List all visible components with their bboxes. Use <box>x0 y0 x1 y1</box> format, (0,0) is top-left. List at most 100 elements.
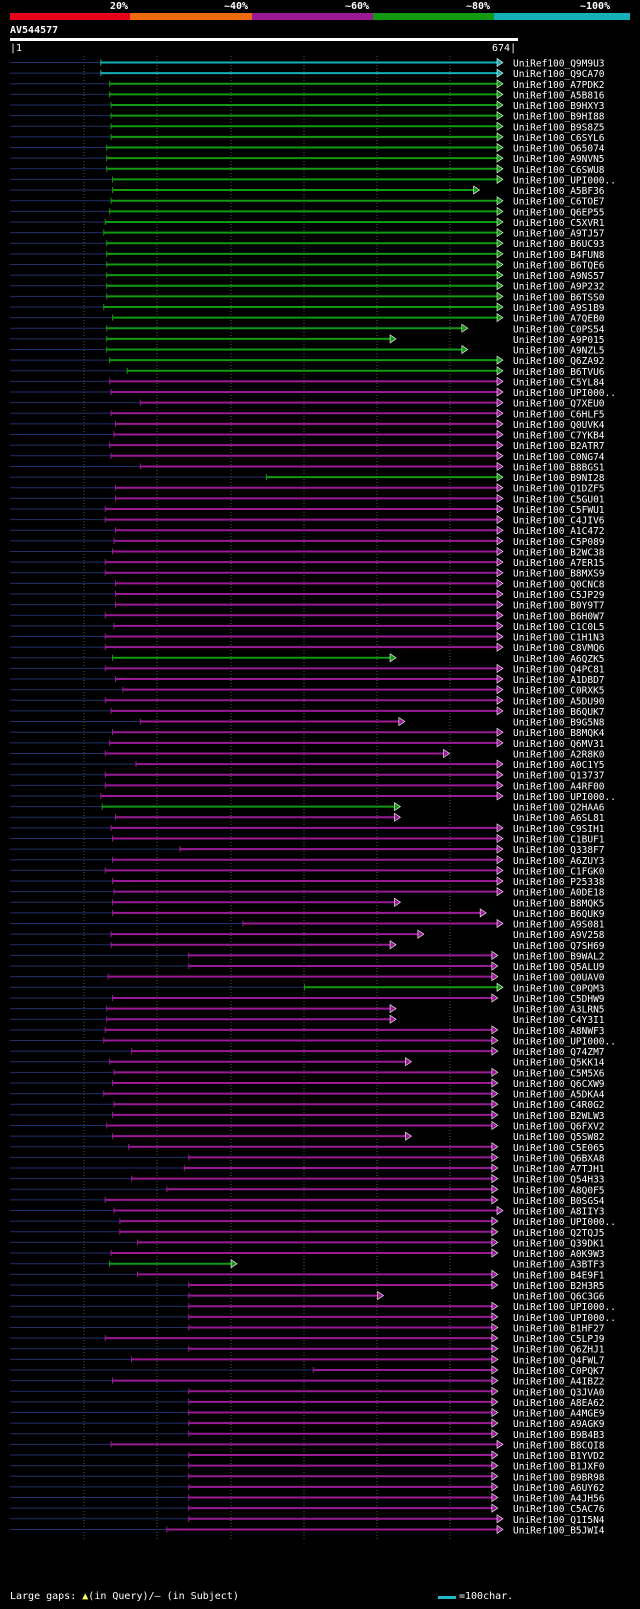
hit-row[interactable]: UniRef100_A5DKA4 <box>10 1089 605 1101</box>
hit-label[interactable]: UniRef100_Q39DK1 <box>513 1238 605 1249</box>
hit-label[interactable]: UniRef100_C6TOE7 <box>513 197 605 208</box>
hit-label[interactable]: UniRef100_C0PQM3 <box>513 983 605 994</box>
hit-label[interactable]: UniRef100_B1JXF0 <box>513 1462 605 1473</box>
hit-row[interactable]: UniRef100_B2ATR7 <box>10 440 605 452</box>
hit-row[interactable]: UniRef100_C5JP29 <box>10 589 605 601</box>
hit-row[interactable]: UniRef100_A9V258 <box>10 929 605 941</box>
hit-row[interactable]: UniRef100_A2R8K0 <box>10 748 605 760</box>
hit-row[interactable]: UniRef100_Q54H33 <box>10 1174 605 1186</box>
hit-label[interactable]: UniRef100_A4RF00 <box>513 781 605 792</box>
hit-label[interactable]: UniRef100_A2R8K0 <box>513 749 605 760</box>
hit-label[interactable]: UniRef100_C5LPJ9 <box>513 1334 605 1345</box>
hit-label[interactable]: UniRef100_A4JH56 <box>513 1494 605 1505</box>
hit-label[interactable]: UniRef100_UPI000.. <box>513 1302 616 1313</box>
hit-label[interactable]: UniRef100_C5YL84 <box>513 377 605 388</box>
hit-label[interactable]: UniRef100_B8CQI8 <box>513 1440 605 1451</box>
hit-label[interactable]: UniRef100_Q0CNC8 <box>513 579 605 590</box>
hit-row[interactable]: UniRef100_B9WAL2 <box>10 950 605 962</box>
hit-row[interactable]: UniRef100_B9HI88 <box>10 111 605 123</box>
hit-label[interactable]: UniRef100_C1FGK0 <box>513 866 605 877</box>
hit-label[interactable]: UniRef100_Q5ALU9 <box>513 962 605 973</box>
hit-row[interactable]: UniRef100_B2WLW3 <box>10 1110 605 1122</box>
hit-row[interactable]: UniRef100_A9NVN5 <box>10 153 605 165</box>
hit-row[interactable]: UniRef100_B1JXF0 <box>10 1461 605 1473</box>
hit-label[interactable]: UniRef100_A5B816 <box>513 90 605 101</box>
hit-label[interactable]: UniRef100_A9P232 <box>513 282 605 293</box>
hit-label[interactable]: UniRef100_C5P089 <box>513 537 605 548</box>
hit-row[interactable]: UniRef100_C1FGK0 <box>10 865 605 877</box>
hit-label[interactable]: UniRef100_Q5SW82 <box>513 1132 605 1143</box>
hit-row[interactable]: UniRef100_C5YL84 <box>10 376 605 388</box>
hit-row[interactable]: UniRef100_B5JWI4 <box>10 1524 605 1536</box>
hit-row[interactable]: UniRef100_A9NS57 <box>10 270 605 282</box>
hit-row[interactable]: UniRef100_Q6MV31 <box>10 738 605 750</box>
hit-label[interactable]: UniRef100_C0NG74 <box>513 452 605 463</box>
hit-label[interactable]: UniRef100_C6SWU8 <box>513 165 605 176</box>
hit-label[interactable]: UniRef100_Q4FWL7 <box>513 1355 605 1366</box>
hit-label[interactable]: UniRef100_C0PQK7 <box>513 1366 605 1377</box>
hit-label[interactable]: UniRef100_B2ATR7 <box>513 441 605 452</box>
hit-label[interactable]: UniRef100_A9P015 <box>513 335 605 346</box>
hit-label[interactable]: UniRef100_A5BF36 <box>513 186 605 197</box>
hit-row[interactable]: UniRef100_Q6ZHJ1 <box>10 1344 605 1356</box>
hit-label[interactable]: UniRef100_B5JWI4 <box>513 1525 605 1536</box>
hit-label[interactable]: UniRef100_B8MQK4 <box>513 728 605 739</box>
hit-row[interactable]: UniRef100_C4R0G2 <box>10 1099 605 1111</box>
hit-row[interactable]: UniRef100_A7ER15 <box>10 557 605 569</box>
hit-label[interactable]: UniRef100_Q6FXV2 <box>513 1122 605 1133</box>
hit-label[interactable]: UniRef100_UPI000.. <box>513 388 616 399</box>
hit-row[interactable]: UniRef100_A9AGK9 <box>10 1418 605 1430</box>
hit-row[interactable]: UniRef100_C5P089 <box>10 536 605 548</box>
hit-row[interactable]: UniRef100_B8MQK4 <box>10 727 605 739</box>
hit-row[interactable]: UniRef100_C6TOE7 <box>10 196 605 208</box>
hit-label[interactable]: UniRef100_C8VMQ6 <box>513 643 605 654</box>
hit-row[interactable]: UniRef100_A1C472 <box>10 525 605 537</box>
hit-label[interactable]: UniRef100_B6TVU6 <box>513 367 605 378</box>
hit-label[interactable]: UniRef100_B6TQE6 <box>513 260 605 271</box>
hit-row[interactable]: UniRef100_Q3JVA0 <box>10 1386 605 1398</box>
hit-row[interactable]: UniRef100_A9NZL5 <box>10 344 605 357</box>
hit-row[interactable]: UniRef100_A9P232 <box>10 281 605 293</box>
hit-row[interactable]: UniRef100_C5M5X6 <box>10 1067 605 1079</box>
hit-row[interactable]: UniRef100_A0K9W3 <box>10 1248 605 1260</box>
hit-row[interactable]: UniRef100_B8CQI8 <box>10 1439 605 1451</box>
hit-row[interactable]: UniRef100_Q0UVK4 <box>10 419 605 431</box>
hit-label[interactable]: UniRef100_A7PDK2 <box>513 80 605 91</box>
hit-row[interactable]: UniRef100_A6SL81 <box>10 812 605 824</box>
hit-label[interactable]: UniRef100_A0DE18 <box>513 888 605 899</box>
hit-label[interactable]: UniRef100_B2WLW3 <box>513 1111 605 1122</box>
hit-row[interactable]: UniRef100_Q6ZA92 <box>10 355 605 367</box>
hit-row[interactable]: UniRef100_C5AC76 <box>10 1503 605 1515</box>
hit-row[interactable]: UniRef100_B6TQE6 <box>10 259 605 271</box>
hit-label[interactable]: UniRef100_C5DHW9 <box>513 994 605 1005</box>
hit-label[interactable]: UniRef100_B6QUK7 <box>513 707 605 718</box>
hit-label[interactable]: UniRef100_UPI000.. <box>513 175 616 186</box>
hit-label[interactable]: UniRef100_B6TSS0 <box>513 292 605 303</box>
hit-row[interactable]: UniRef100_A8Q0F5 <box>10 1184 605 1196</box>
hit-label[interactable]: UniRef100_B8MXS9 <box>513 569 605 580</box>
hit-row[interactable]: UniRef100_Q6C3G6 <box>10 1291 605 1303</box>
hit-label[interactable]: UniRef100_A7QEB0 <box>513 314 605 325</box>
hit-row[interactable]: UniRef100_Q6BXA8 <box>10 1152 605 1164</box>
hit-label[interactable]: UniRef100_Q74ZM7 <box>513 1047 605 1058</box>
hit-label[interactable]: UniRef100_A6SL81 <box>513 813 605 824</box>
hit-label[interactable]: UniRef100_UPI000.. <box>513 1036 616 1047</box>
hit-label[interactable]: UniRef100_B9WAL2 <box>513 951 605 962</box>
hit-row[interactable]: UniRef100_Q1I5N4 <box>10 1514 605 1526</box>
hit-row[interactable]: UniRef100_Q4PC81 <box>10 663 605 675</box>
hit-label[interactable]: UniRef100_A5DU90 <box>513 696 605 707</box>
hit-label[interactable]: UniRef100_B4FUN8 <box>513 250 605 261</box>
hit-label[interactable]: UniRef100_Q338F7 <box>513 845 605 856</box>
hit-row[interactable]: UniRef100_UPI000.. <box>10 1216 616 1228</box>
hit-row[interactable]: UniRef100_Q1DZF5 <box>10 483 605 495</box>
hit-row[interactable]: UniRef100_Q39DK1 <box>10 1237 605 1249</box>
hit-label[interactable]: UniRef100_Q0UAV0 <box>513 973 605 984</box>
hit-label[interactable]: UniRef100_B9HI88 <box>513 112 605 123</box>
hit-label[interactable]: UniRef100_A6UY62 <box>513 1483 605 1494</box>
hit-row[interactable]: UniRef100_C1H1N3 <box>10 631 605 644</box>
hit-row[interactable]: UniRef100_Q6CXW9 <box>10 1078 605 1090</box>
hit-label[interactable]: UniRef100_C5GU01 <box>513 494 605 505</box>
hit-row[interactable]: UniRef100_B9G5N8 <box>10 716 605 729</box>
hit-row[interactable]: UniRef100_B1HF27 <box>10 1322 605 1334</box>
hit-row[interactable]: UniRef100_C0PQK7 <box>10 1365 605 1377</box>
